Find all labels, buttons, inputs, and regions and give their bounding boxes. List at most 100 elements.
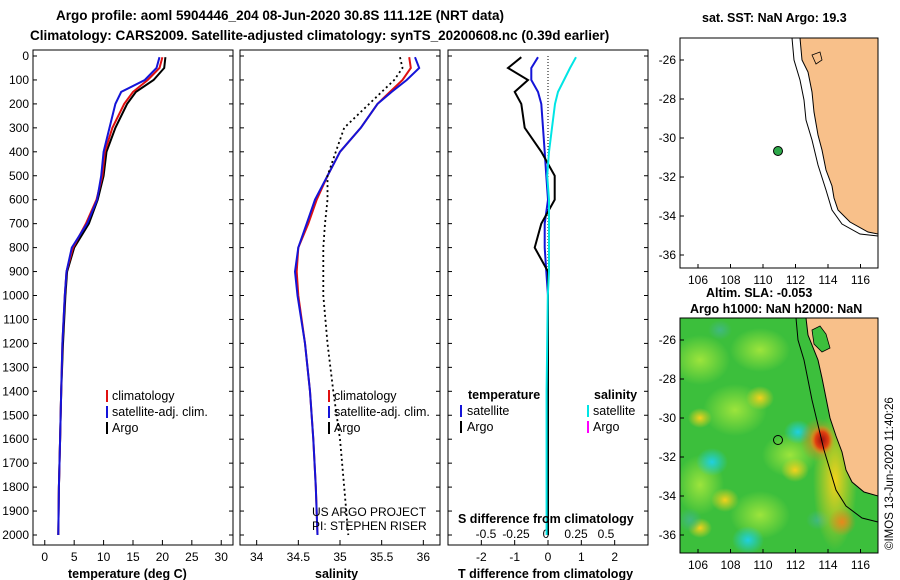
map-y-tick-label: -30 — [659, 131, 677, 145]
legend-label-s-satellite: satellite — [593, 404, 635, 418]
map-y-tick-label: -32 — [659, 450, 677, 464]
map-x-tick-label: 116 — [851, 558, 870, 572]
depth-tick-label: 1100 — [3, 312, 29, 326]
x-tick-label: 36 — [417, 550, 431, 564]
header-line2: Climatology: CARS2009. Satellite-adjuste… — [30, 28, 609, 43]
temperature-chart: 0 5 10 15 20 25 30 — [41, 56, 228, 564]
sla-map-frame — [679, 317, 879, 554]
x-tick-label: -2 — [476, 550, 487, 564]
sla-blob — [711, 488, 739, 512]
map-x-tick-label: 112 — [786, 558, 805, 572]
sla-blob — [732, 526, 764, 553]
x-tick-label: 15 — [126, 550, 140, 564]
map-y-tick-label: -32 — [659, 170, 677, 184]
sst-map — [680, 38, 878, 268]
series-line-satellite-adj-clim- — [57, 56, 164, 536]
sla-blob — [696, 448, 728, 476]
x-tick-label: 2 — [611, 550, 618, 564]
sst-island — [811, 51, 823, 65]
legend-label-climatology: climatology — [334, 389, 397, 403]
sla-blob — [688, 408, 712, 428]
series-line-t-satellite — [530, 56, 550, 535]
legend-label-t-satellite: satellite — [467, 404, 509, 418]
depth-tick-label: 1500 — [2, 408, 29, 422]
sla-blob — [828, 508, 856, 536]
map-x-tick-label: 108 — [720, 273, 740, 287]
depth-tick-label: 0 — [22, 49, 29, 63]
series-line-s-satellite — [545, 56, 577, 535]
depth-tick-label: 1000 — [2, 289, 29, 303]
depth-tick-label: 800 — [9, 241, 29, 255]
sla-blob — [781, 458, 809, 482]
legend-label-argo: Argo — [334, 421, 360, 435]
map-y-tick-label: -26 — [659, 333, 677, 347]
x-tick-label: -1 — [509, 550, 520, 564]
depth-tick-label: 2000 — [2, 528, 29, 542]
x-tick-label: 25 — [185, 550, 199, 564]
legend-label-satellite: satellite-adj. clim. — [112, 405, 208, 419]
map-x-tick-label: 106 — [688, 273, 708, 287]
depth-tick-label: 1200 — [2, 336, 29, 350]
series-line-satellite-adj-clim- — [293, 56, 421, 536]
sla-map-title1: Altim. SLA: -0.053 — [706, 286, 812, 300]
salinity-chart: 34 34.5 35 35.5 36 — [250, 56, 431, 564]
map-x-tick-label: 112 — [786, 273, 805, 287]
sst-land — [799, 38, 878, 235]
depth-tick-label: 1700 — [2, 456, 29, 470]
salinity-panel-frame — [239, 49, 441, 546]
sla-blob — [730, 328, 790, 372]
sla-blob — [680, 508, 702, 532]
salinity-legend: climatology satellite-adj. clim. Argo — [328, 389, 430, 435]
project-annotation: US ARGO PROJECT — [312, 505, 427, 519]
depth-tick-label: 1900 — [2, 504, 29, 518]
depth-tick-label: 700 — [9, 217, 29, 231]
s-tick-label: 0.25 — [564, 527, 588, 541]
sst-shelf-contour — [791, 38, 878, 237]
sla-land — [805, 318, 878, 497]
depth-tick-label: 1800 — [2, 480, 29, 494]
sst-float-marker — [773, 146, 783, 156]
map-x-tick-label: 114 — [818, 558, 837, 572]
sla-blob — [746, 386, 774, 410]
sst-map-axes: 106 108 110 112 114 116 -26 -28 -30 -32 -34 -36 — [659, 53, 871, 287]
sla-float-marker — [773, 435, 783, 445]
depth-tick-label: 500 — [9, 169, 29, 183]
legend-header-temperature: temperature — [468, 388, 540, 402]
legend-label-s-argo: Argo — [593, 420, 619, 434]
map-y-tick-label: -30 — [659, 411, 677, 425]
s-tick-label: -0.25 — [502, 527, 530, 541]
sla-map — [680, 318, 878, 553]
depth-tick-label: 1300 — [2, 360, 29, 374]
x-tick-label: 1 — [578, 550, 585, 564]
depth-tick-label: 1600 — [2, 432, 29, 446]
depth-tick-label: 300 — [9, 121, 29, 135]
map-x-tick-label: 108 — [720, 558, 740, 572]
s-tick-label: 0.5 — [598, 527, 615, 541]
x-tick-label: 0 — [41, 550, 48, 564]
temperature-legend: climatology satellite-adj. clim. Argo — [106, 389, 208, 435]
depth-tick-label: 900 — [9, 265, 29, 279]
x-tick-label: 10 — [97, 550, 111, 564]
difference-legend: temperature salinity satellite Argo sate… — [460, 388, 637, 434]
depth-tick-label: 1400 — [2, 384, 29, 398]
series-line-argo — [322, 56, 404, 536]
temperature-panel-frame — [32, 49, 234, 546]
s-tick-label: -0.5 — [476, 527, 497, 541]
x-tick-label: 0 — [545, 550, 552, 564]
sst-map-title: sat. SST: NaN Argo: 19.3 — [702, 11, 847, 25]
map-y-tick-label: -28 — [659, 92, 677, 106]
map-x-tick-label: 116 — [851, 273, 870, 287]
x-tick-label: 34 — [250, 550, 264, 564]
legend-label-climatology: climatology — [112, 389, 175, 403]
sla-island — [811, 325, 831, 353]
x-tick-label: 35 — [333, 550, 347, 564]
series-line-argo — [57, 56, 161, 536]
sla-map-title2: Argo h1000: NaN h2000: NaN — [690, 302, 862, 316]
depth-axis: 0 100 200 300 400 500 600 700 800 900 1000 1100 1200… — [2, 49, 648, 542]
map-x-tick-label: 110 — [753, 558, 772, 572]
imos-watermark: ©IMOS 13-Jun-2020 11:40:26 — [884, 397, 896, 550]
sst-map-frame — [679, 37, 879, 269]
sla-shelf-contour — [795, 318, 878, 523]
map-x-tick-label: 110 — [753, 273, 772, 287]
difference-xlabel-top: S difference from climatology — [458, 512, 634, 526]
